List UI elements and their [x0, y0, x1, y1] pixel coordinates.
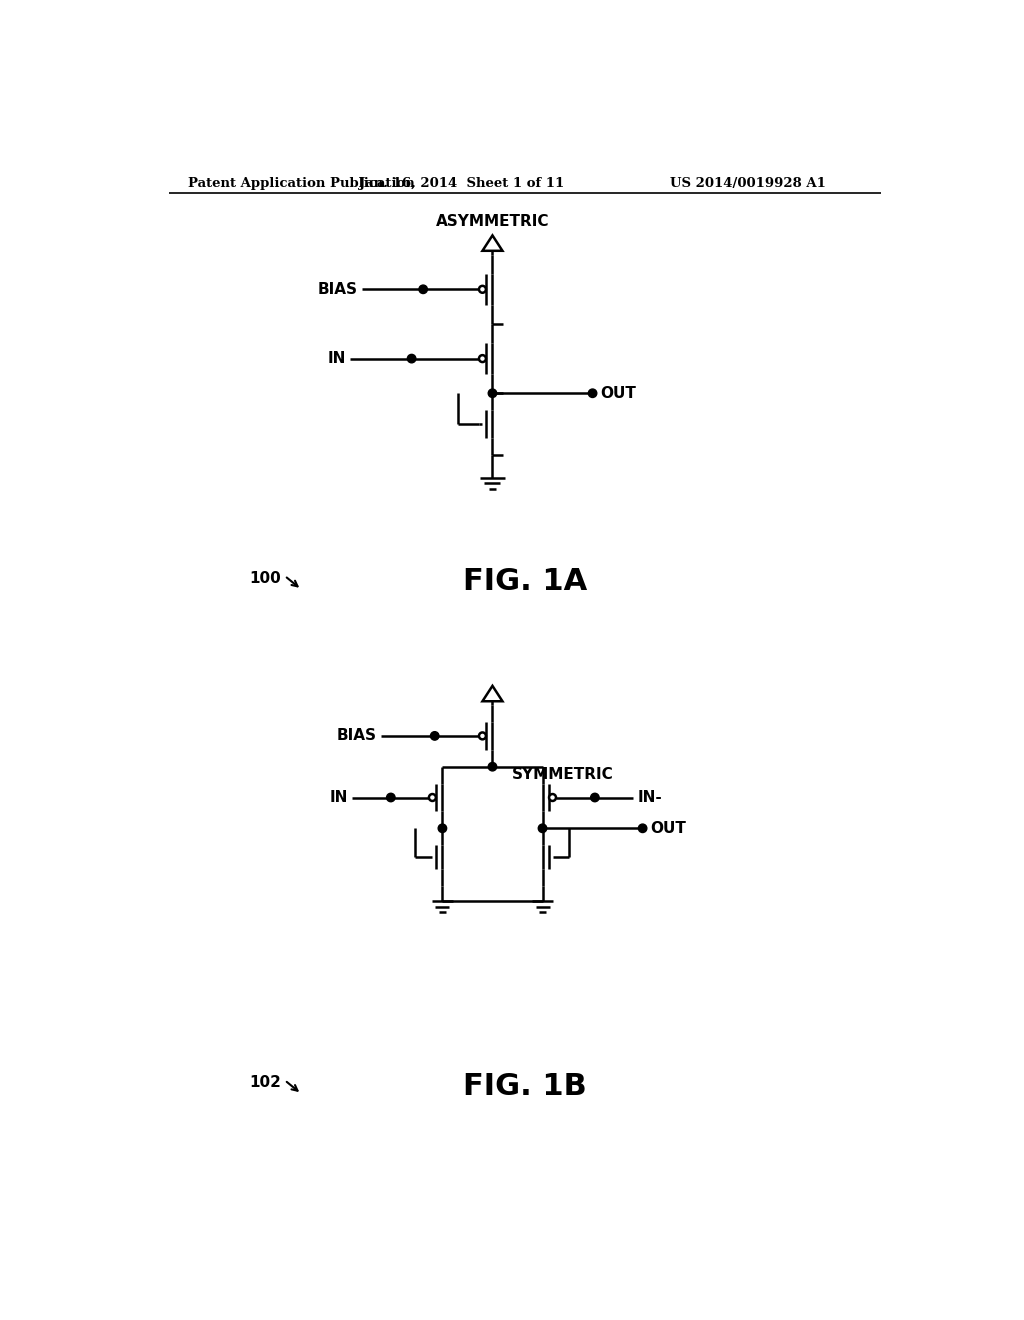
Circle shape — [488, 389, 497, 397]
Circle shape — [638, 824, 647, 833]
Text: FIG. 1B: FIG. 1B — [463, 1072, 587, 1101]
Text: OUT: OUT — [600, 385, 636, 401]
Circle shape — [419, 285, 427, 293]
Circle shape — [479, 733, 486, 739]
Circle shape — [430, 731, 439, 741]
Circle shape — [387, 793, 395, 801]
Text: Jan. 16, 2014  Sheet 1 of 11: Jan. 16, 2014 Sheet 1 of 11 — [359, 177, 564, 190]
Circle shape — [438, 824, 446, 833]
Circle shape — [549, 795, 556, 801]
Text: IN: IN — [330, 789, 348, 805]
Text: BIAS: BIAS — [337, 729, 377, 743]
Circle shape — [429, 795, 436, 801]
Circle shape — [488, 763, 497, 771]
Text: ASYMMETRIC: ASYMMETRIC — [435, 214, 549, 230]
Text: 102: 102 — [249, 1074, 281, 1090]
Circle shape — [479, 355, 486, 362]
Text: BIAS: BIAS — [317, 281, 357, 297]
Circle shape — [539, 824, 547, 833]
Circle shape — [591, 793, 599, 801]
Text: FIG. 1A: FIG. 1A — [463, 568, 587, 597]
Text: SYMMETRIC: SYMMETRIC — [512, 767, 613, 781]
Text: IN-: IN- — [637, 789, 662, 805]
Text: Patent Application Publication: Patent Application Publication — [188, 177, 415, 190]
Text: US 2014/0019928 A1: US 2014/0019928 A1 — [670, 177, 825, 190]
Text: OUT: OUT — [650, 821, 686, 836]
Text: 100: 100 — [249, 570, 281, 586]
Circle shape — [589, 389, 597, 397]
Circle shape — [408, 354, 416, 363]
Text: IN: IN — [328, 351, 346, 366]
Circle shape — [479, 286, 486, 293]
